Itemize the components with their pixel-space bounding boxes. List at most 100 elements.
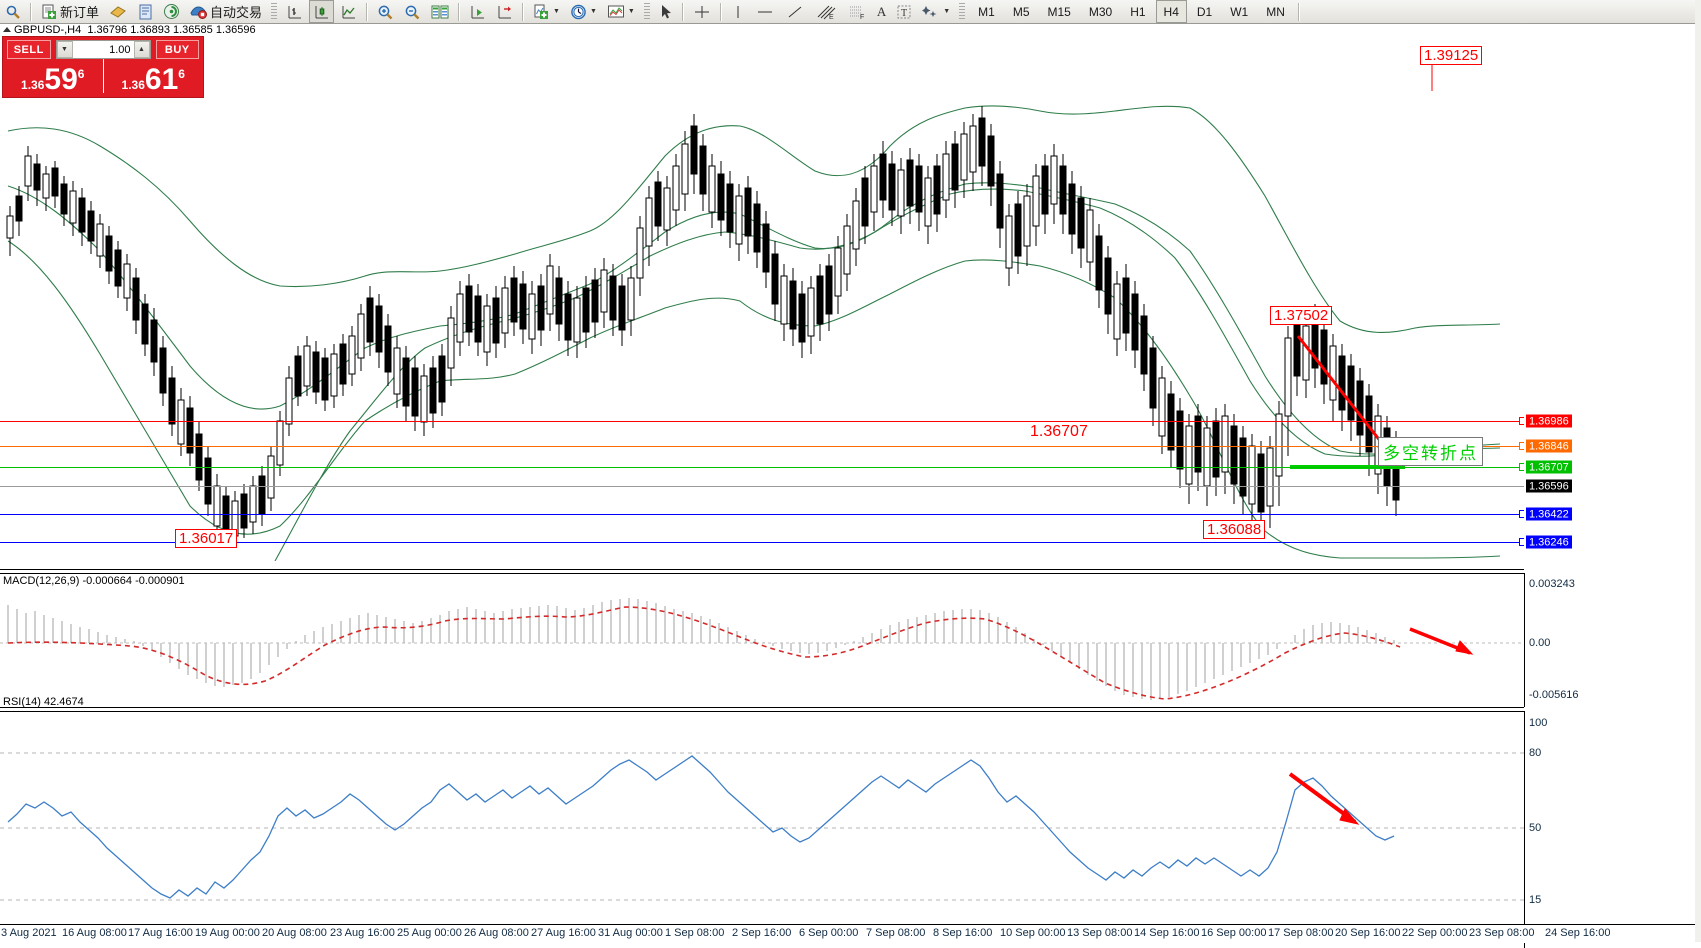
tf-m30[interactable]: M30 bbox=[1088, 4, 1113, 19]
toolbar-grip-2[interactable] bbox=[643, 2, 650, 21]
chevron-down-icon-3[interactable]: ▼ bbox=[627, 8, 635, 15]
price-level-label-1.36422[interactable]: 1.36422 bbox=[1526, 507, 1572, 521]
chart-area[interactable]: GBPUSD-,H4 1.36796 1.36893 1.36585 1.365… bbox=[0, 24, 1701, 948]
right-scroll-edge[interactable] bbox=[1695, 0, 1701, 942]
line-chart-icon[interactable] bbox=[336, 0, 361, 23]
time-tick: 1 Sep 08:00 bbox=[665, 927, 725, 939]
zoom-in-icon[interactable] bbox=[373, 0, 398, 23]
rsi-tick-15: 15 bbox=[1529, 894, 1542, 906]
tf-m1[interactable]: M1 bbox=[978, 4, 995, 19]
price-level-label-1.36986[interactable]: 1.36986 bbox=[1526, 414, 1572, 428]
time-tick: 17 Sep 08:00 bbox=[1268, 927, 1334, 939]
tf-m15[interactable]: M15 bbox=[1047, 4, 1071, 19]
macd-label: MACD(12,26,9) -0.000664 -0.000901 bbox=[3, 575, 185, 587]
one-click-trading-controls: SELL ▼ 1.00 ▲ BUY bbox=[3, 37, 203, 59]
fibonacci-icon[interactable]: F bbox=[843, 0, 871, 23]
macd-tick-zero: 0.00 bbox=[1529, 637, 1551, 649]
chart-shift-icon[interactable] bbox=[465, 0, 490, 23]
new-order-label: 新订单 bbox=[60, 6, 100, 21]
vertical-line-icon[interactable] bbox=[727, 0, 749, 23]
trendline-icon[interactable] bbox=[781, 0, 809, 23]
chevron-down-icon[interactable]: ▼ bbox=[553, 8, 560, 15]
price-level-line-1.36246[interactable] bbox=[0, 542, 1524, 543]
macd-tick-min: -0.005616 bbox=[1529, 689, 1579, 701]
toolbar-separator-2 bbox=[366, 2, 369, 21]
text-icon[interactable]: A bbox=[876, 3, 887, 19]
volume-value[interactable]: 1.00 bbox=[72, 42, 134, 57]
one-click-prices: 1.36 59 6 1.36 61 6 bbox=[3, 59, 203, 95]
search-icon[interactable] bbox=[1, 0, 25, 23]
macd-histogram bbox=[7, 598, 1395, 700]
annotation-turning-point[interactable]: 多空转折点 bbox=[1378, 437, 1483, 466]
equidistant-channel-icon[interactable]: E bbox=[811, 0, 841, 23]
horizontal-line-icon[interactable] bbox=[751, 0, 779, 23]
templates-icon[interactable]: ▼ bbox=[603, 0, 639, 23]
time-tick: 31 Aug 00:00 bbox=[598, 927, 663, 939]
tf-h4[interactable]: H4 bbox=[1155, 0, 1187, 23]
time-tick: 22 Sep 00:00 bbox=[1402, 927, 1468, 939]
new-order-button[interactable]: 新订单 bbox=[37, 0, 103, 23]
bollinger-middle-band bbox=[7, 182, 1501, 455]
autotrading-button[interactable]: 自动交易 bbox=[186, 0, 266, 23]
expert-advisor-icon[interactable] bbox=[105, 0, 131, 23]
price-level-label-1.36707[interactable]: 1.36707 bbox=[1526, 460, 1572, 474]
tf-m5[interactable]: M5 bbox=[1012, 4, 1030, 19]
moving-average-line bbox=[274, 188, 1501, 561]
tf-w1[interactable]: W1 bbox=[1230, 4, 1249, 19]
rsi-trend-arrow bbox=[1288, 772, 1360, 825]
toolbar-separator-7 bbox=[1297, 2, 1300, 21]
toolbar-grip[interactable] bbox=[271, 2, 278, 21]
price-level-label-1.36846[interactable]: 1.36846 bbox=[1526, 439, 1572, 453]
toolbar-separator-4 bbox=[522, 2, 525, 21]
annotation-high-1.39125[interactable]: 1.39125 bbox=[1420, 46, 1483, 65]
toolbar-grip-3[interactable] bbox=[959, 2, 966, 21]
buy-price-fraction: 6 bbox=[178, 67, 185, 81]
time-axis[interactable]: 3 Aug 2021 16 Aug 08:00 17 Aug 16:00 19 … bbox=[0, 924, 1701, 943]
annotation-low-1.36017[interactable]: 1.36017 bbox=[175, 529, 238, 548]
price-level-line-1.36986[interactable] bbox=[0, 421, 1524, 422]
volume-down-button[interactable]: ▼ bbox=[56, 41, 73, 58]
navigator-icon[interactable] bbox=[159, 0, 184, 23]
price-level-line-1.36846[interactable] bbox=[0, 446, 1524, 447]
rsi-tick-100: 100 bbox=[1529, 717, 1548, 729]
tf-mn[interactable]: MN bbox=[1266, 4, 1285, 19]
crosshair-icon[interactable] bbox=[689, 0, 715, 23]
main-toolbar: 新订单 自动交易 bbox=[0, 0, 1701, 24]
annotation-1.37502[interactable]: 1.37502 bbox=[1270, 306, 1333, 325]
data-window-icon[interactable] bbox=[133, 0, 157, 23]
periods-icon[interactable]: ▼ bbox=[566, 0, 601, 23]
tf-h1[interactable]: H1 bbox=[1130, 4, 1146, 19]
annotation-1.36088[interactable]: 1.36088 bbox=[1203, 520, 1266, 539]
price-level-line-1.36707[interactable] bbox=[0, 467, 1524, 468]
time-tick: 20 Aug 08:00 bbox=[262, 927, 327, 939]
cursor-icon[interactable] bbox=[655, 0, 677, 23]
buy-price[interactable]: 1.36 61 6 bbox=[104, 59, 204, 95]
volume-stepper[interactable]: ▼ 1.00 ▲ bbox=[55, 40, 151, 59]
rsi-pane-top-border bbox=[0, 707, 1524, 708]
zoom-out-icon[interactable] bbox=[400, 0, 425, 23]
price-level-label-1.36246[interactable]: 1.36246 bbox=[1526, 535, 1572, 549]
chevron-down-icon-2[interactable]: ▼ bbox=[589, 8, 597, 15]
price-divider bbox=[102, 59, 104, 93]
data-window-grid-icon[interactable] bbox=[427, 0, 453, 23]
indicators-icon[interactable]: ▼ bbox=[529, 0, 564, 23]
sell-button[interactable]: SELL bbox=[7, 40, 51, 59]
time-tick: 13 Sep 08:00 bbox=[1067, 927, 1133, 939]
text-label-icon[interactable]: T bbox=[892, 0, 916, 23]
sell-price[interactable]: 1.36 59 6 bbox=[3, 59, 103, 95]
candlestick-chart-icon[interactable] bbox=[309, 0, 335, 23]
auto-scroll-icon[interactable] bbox=[492, 0, 517, 23]
chevron-down-icon-4[interactable]: ▼ bbox=[943, 8, 951, 15]
bar-chart-icon[interactable] bbox=[282, 0, 307, 23]
rsi-plot bbox=[0, 752, 1524, 901]
price-level-line-1.36422[interactable] bbox=[0, 514, 1524, 515]
svg-text:E: E bbox=[829, 14, 834, 20]
buy-button[interactable]: BUY bbox=[155, 40, 199, 59]
annotation-1.36707[interactable]: 1.36707 bbox=[1030, 423, 1088, 441]
one-click-trading-panel[interactable]: SELL ▼ 1.00 ▲ BUY 1.36 59 6 1.36 61 6 bbox=[2, 36, 204, 98]
time-tick: 7 Sep 08:00 bbox=[866, 927, 926, 939]
shapes-icon[interactable]: ▼ bbox=[918, 0, 954, 23]
tf-d1[interactable]: D1 bbox=[1196, 4, 1213, 19]
volume-up-button[interactable]: ▲ bbox=[133, 41, 150, 58]
bollinger-upper-band bbox=[7, 105, 1501, 334]
